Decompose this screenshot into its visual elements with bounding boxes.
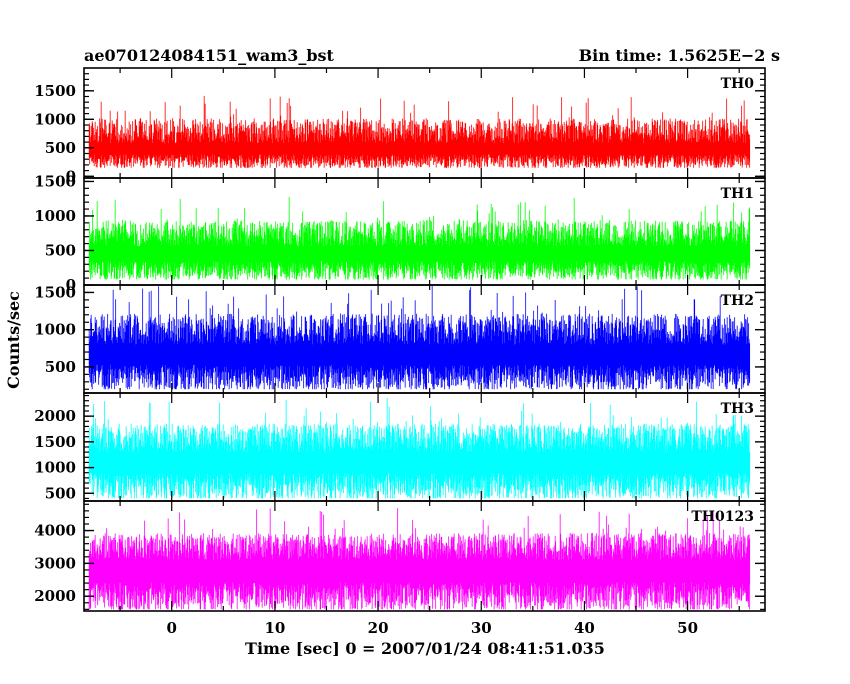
- chart-title: ae070124084151_wam3_bst: [84, 46, 335, 65]
- panel-label-th2: TH2: [721, 293, 754, 309]
- y-tick-label-th3: 1500: [34, 433, 76, 451]
- panel-th0123: 2000 3000 4000 TH0123: [34, 500, 766, 612]
- y-tick-label-th1: 0: [66, 276, 76, 294]
- series-th2-curve: [88, 285, 751, 390]
- panel-th0123-frame: [83, 500, 766, 612]
- series-th3-curve: [88, 398, 751, 499]
- x-tick-label: 10: [264, 619, 285, 637]
- y-tick-label-th2: 1000: [34, 321, 76, 339]
- series-th0123-curve: [88, 508, 751, 610]
- series-th0-curve: [88, 95, 751, 168]
- panel-label-th1: TH1: [721, 186, 754, 202]
- panel-th0: 0 500 1000 1500 TH0: [34, 67, 766, 185]
- y-tick-label-th1: 1000: [34, 207, 76, 225]
- y-tick-label-th3: 1000: [34, 459, 76, 477]
- y-tick-label-th0123: 3000: [34, 554, 76, 572]
- y-tick-label-th0123: 4000: [34, 522, 76, 540]
- y-tick-label-th0: 1000: [34, 110, 76, 128]
- y-axis-label: Counts/sec: [4, 291, 23, 389]
- panel-label-th0123: TH0123: [691, 509, 754, 525]
- x-tick-label: 20: [368, 619, 389, 637]
- y-tick-label-th0: 1500: [34, 82, 76, 100]
- y-tick-label-th2: 500: [45, 358, 76, 376]
- x-tick-label: 0: [166, 619, 176, 637]
- panel-th3: 500 1000 1500 2000 TH3: [34, 392, 766, 502]
- bin-time-label: Bin time: 1.5625E−2 s: [579, 46, 780, 65]
- y-tick-label-th1: 500: [45, 242, 76, 260]
- x-tick-label: 30: [471, 619, 492, 637]
- y-tick-label-th0123: 2000: [34, 587, 76, 605]
- y-tick-label-th3: 2000: [34, 407, 76, 425]
- y-tick-label-th2: 1500: [34, 283, 76, 301]
- panel-th2: 500 1000 1500 TH2: [34, 283, 766, 394]
- y-tick-label-th0: 0: [66, 167, 76, 185]
- panels-layer: 0 500 1000 1500 TH0 0 500 1000 1500 TH1 500 1000 150…: [34, 67, 766, 612]
- series-th1-curve: [88, 197, 751, 280]
- x-tick-label: 50: [677, 619, 698, 637]
- panel-label-th3: TH3: [721, 401, 754, 417]
- y-tick-label-th3: 500: [45, 484, 76, 502]
- x-axis-label: Time [sec] 0 = 2007/01/24 08:41:51.035: [245, 639, 605, 658]
- x-tick-label: 40: [574, 619, 595, 637]
- panel-th1: 0 500 1000 1500 TH1: [34, 173, 766, 294]
- panel-label-th0: TH0: [721, 76, 755, 92]
- y-tick-label-th1: 1500: [34, 173, 76, 191]
- y-tick-label-th0: 500: [45, 139, 76, 157]
- x-ticks-layer: 0 10 20 30 40 50: [166, 619, 698, 637]
